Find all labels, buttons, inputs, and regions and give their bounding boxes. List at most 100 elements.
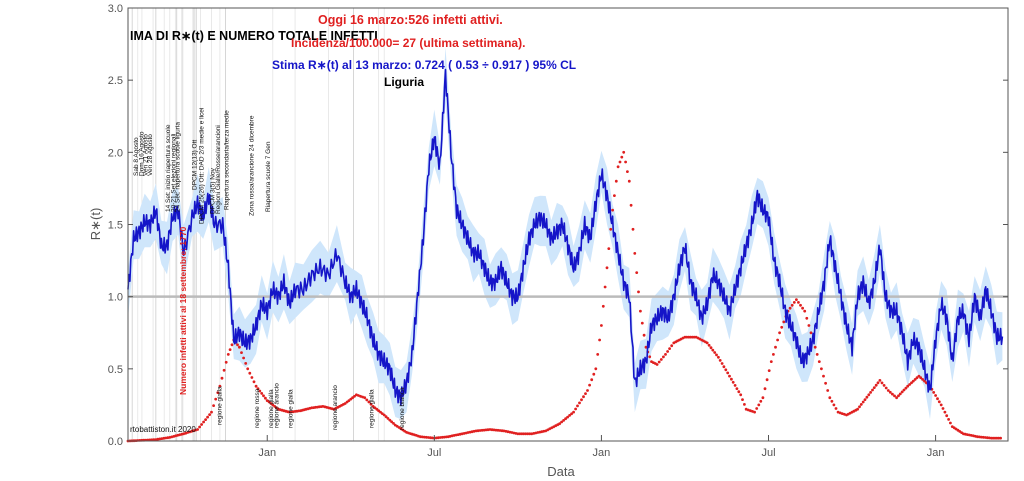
infected-point (707, 343, 711, 347)
infected-point (761, 396, 765, 400)
region-annotation: regione rossa (254, 388, 261, 428)
infected-point (639, 309, 642, 313)
infected-point (578, 401, 581, 405)
infected-point (757, 403, 761, 407)
x-tick-label: Jul (761, 447, 775, 459)
infected-point (749, 409, 752, 413)
infected-point (874, 383, 878, 387)
infected-point (644, 345, 648, 349)
infected-point (809, 331, 813, 335)
infected-point (388, 418, 392, 422)
infected-point (741, 398, 744, 401)
infected-point (590, 378, 594, 382)
infected-point (913, 378, 917, 381)
infected-point (711, 348, 715, 352)
infected-point (666, 350, 669, 353)
infected-point (616, 165, 620, 169)
infected-point (886, 389, 890, 392)
infected-point (861, 400, 865, 404)
infected-point (824, 381, 827, 385)
infected-point (629, 203, 633, 207)
infected-point (807, 324, 811, 327)
infected-point (202, 420, 206, 424)
infected-point (566, 415, 569, 419)
infected-point (626, 170, 629, 174)
infected-point (580, 398, 583, 402)
event-annotation: 24 Set: riapertura scuole liguria (175, 122, 182, 212)
infected-point (642, 333, 646, 337)
infected-point (908, 383, 911, 386)
infected-point (582, 395, 585, 399)
infected-point (627, 179, 631, 183)
infected-point (863, 398, 867, 401)
infected-point (705, 341, 709, 345)
infected-point (737, 390, 741, 394)
y-axis-ticks: 0.0 0.5 1.0 1.5 2.0 2.5 3.0 (108, 3, 1008, 448)
infected-point (365, 398, 369, 402)
infected-point (717, 355, 720, 359)
infected-point (631, 227, 635, 231)
infected-point (584, 392, 587, 395)
infected-point (943, 410, 947, 414)
event-annotation: Riapertura secondaria/terza medie (224, 110, 231, 210)
infected-point (882, 384, 886, 387)
infected-point (635, 271, 639, 274)
infected-point (594, 367, 598, 371)
y-tick-label: 2.5 (108, 75, 123, 87)
x-tick-label: Jul (427, 447, 441, 459)
infected-point (200, 423, 204, 426)
infected-point (657, 360, 661, 364)
infected-point (726, 371, 730, 375)
infected-point (799, 303, 802, 307)
infected-point (244, 362, 248, 365)
infected-point (880, 381, 884, 385)
infected-point (718, 359, 722, 362)
infected-point (357, 394, 360, 397)
infected-point (782, 320, 786, 324)
infected-point (353, 394, 356, 398)
series-rt-estimate (127, 68, 1004, 406)
infected-point (769, 360, 773, 363)
infected-point (369, 402, 373, 406)
y-tick-label: 0.5 (108, 364, 123, 376)
infected-point (382, 413, 386, 417)
infected-point (772, 353, 775, 356)
y-tick-label: 0.0 (108, 436, 123, 448)
infected-point (856, 407, 859, 411)
infected-point (865, 395, 869, 399)
infected-point (919, 376, 923, 380)
infected-point (713, 351, 717, 354)
y-tick-label: 1.0 (108, 292, 123, 304)
infected-point (778, 331, 781, 335)
infected-point (240, 351, 243, 354)
infected-point (826, 389, 830, 392)
infected-point (228, 348, 232, 351)
infected-point (596, 353, 600, 356)
infected-point (763, 387, 767, 391)
infected-point (867, 393, 871, 397)
infected-point (893, 394, 896, 398)
infected-point (751, 410, 754, 413)
infected-point (576, 404, 579, 408)
infected-point (598, 338, 601, 342)
infected-point (238, 345, 241, 349)
infected-point (746, 408, 750, 412)
event-annotation: Riapertura scuole 7 Gen (265, 141, 272, 212)
infected-point (797, 301, 800, 304)
region-annotation: regione arancio (332, 385, 339, 430)
infected-point (271, 403, 275, 407)
credit-text: rtobattiston.it 2020 (130, 425, 196, 434)
infected-point (739, 393, 743, 397)
infected-point (788, 306, 792, 310)
infected-point (208, 413, 212, 416)
infected-point (210, 410, 213, 414)
infected-point (921, 378, 924, 381)
infected-point (937, 400, 941, 404)
infected-point (947, 418, 950, 421)
infected-point (911, 379, 915, 383)
infected-point (236, 343, 239, 347)
infected-point (817, 360, 821, 363)
event-annotation: DPCM 3(5) Nov (210, 167, 217, 214)
